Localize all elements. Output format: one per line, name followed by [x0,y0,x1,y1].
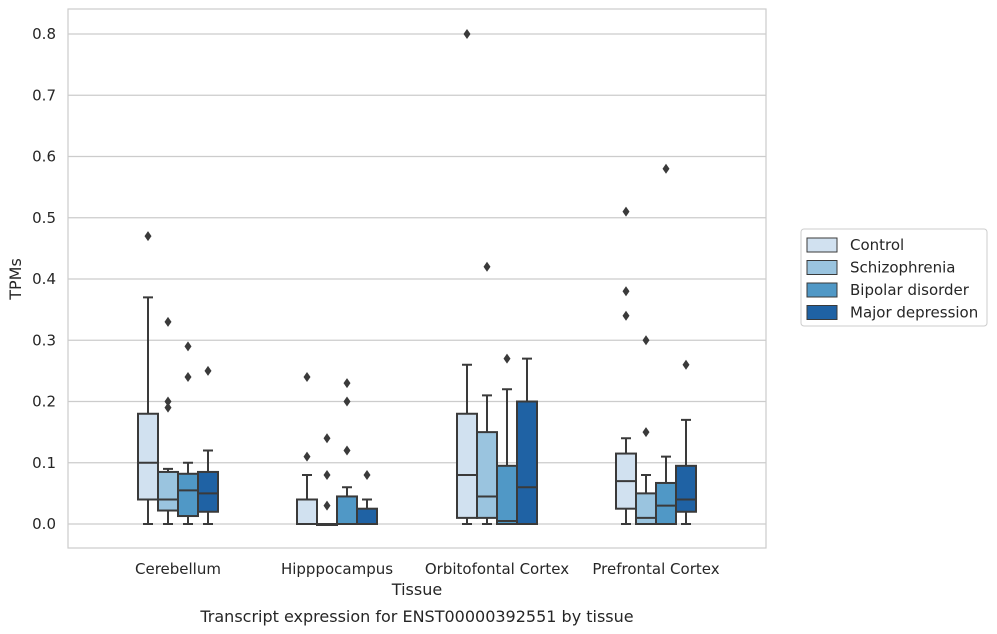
iqr-box [197,470,219,513]
legend-frame [800,228,988,327]
y-tick-label: 0.1 [32,454,56,472]
box-0-0 [137,231,159,525]
iqr-box [356,507,378,525]
outlier-point [343,396,351,407]
outlier-point [184,372,192,382]
legend-swatch [806,237,838,253]
y-tick-label: 0.2 [32,393,56,411]
outlier-point [184,341,192,352]
iqr-box [635,492,657,525]
box-2-2 [496,353,518,525]
outlier-point [463,29,471,39]
x-tick-label: Cerebellum [135,560,221,578]
x-tick-label: Prefrontal Cortex [592,560,719,578]
legend-swatch [806,305,838,320]
box-2-1 [336,378,358,525]
box-3-1 [356,470,378,525]
legend-label: Control [850,236,904,254]
iqr-box [336,495,358,525]
y-tick-label: 0.3 [32,331,56,349]
box-3-0 [197,365,219,525]
outlier-point [303,372,311,382]
outlier-point [323,433,331,444]
x-axis-ticks: Cerebellum Hipppocampus Orbitofontal Corte… [135,560,720,578]
legend-swatch [806,260,838,275]
y-tick-label: 0.4 [32,270,56,288]
y-tick-label: 0.5 [32,209,56,227]
outlier-point [164,402,172,413]
outlier-point [343,445,351,456]
iqr-box [157,470,179,512]
iqr-box [516,400,538,525]
outlier-point [323,470,331,480]
outlier-point [662,163,670,174]
outlier-point [682,359,690,370]
x-axis-label: Tissue [391,580,442,599]
iqr-box [476,431,498,519]
outlier-point [622,206,630,217]
legend-label: Major depression [850,304,978,322]
legend-label: Bipolar disorder [850,281,970,299]
plot-frame [67,8,767,549]
outlier-point [642,335,650,346]
outlier-point [642,427,650,438]
outlier-point [503,353,511,364]
outlier-point [144,231,152,242]
box-0-3 [615,206,637,525]
boxes [137,29,697,526]
iqr-box [296,498,318,525]
y-tick-label: 0.7 [32,86,56,104]
x-tick-label: Hipppocampus [281,560,393,578]
box-2-0 [177,341,199,525]
outlier-point [483,261,491,272]
chart-caption: Transcript expression for ENST0000039255… [199,607,633,626]
box-1-0 [157,316,179,525]
y-axis-label: TPMs [6,258,25,301]
outlier-point [343,378,351,389]
outlier-point [323,500,331,511]
legend: Control Schizophrenia Bipolar disorder Majo… [800,228,988,327]
outlier-point [204,365,212,376]
outlier-point [622,310,630,321]
box-0-1 [296,372,318,525]
iqr-box [675,464,697,513]
box-2-3 [655,163,677,525]
box-1-3 [635,335,657,525]
outlier-point [303,451,311,462]
y-tick-label: 0.0 [32,515,56,533]
iqr-box [456,412,478,519]
iqr-box [137,412,159,501]
outlier-point [164,316,172,327]
box-0-2 [456,29,478,525]
iqr-box [177,472,199,518]
box-3-2 [516,357,538,525]
outlier-point [363,470,371,480]
box-1-1 [316,433,338,526]
y-tick-label: 0.6 [32,148,56,166]
x-tick-label: Orbitofontal Cortex [425,560,569,578]
outlier-point [622,286,630,297]
box-1-2 [476,261,498,525]
legend-label: Schizophrenia [850,259,955,277]
iqr-box [496,464,518,525]
y-axis-ticks: 0.0 0.1 0.2 0.3 0.4 0.5 0.6 0.7 0.8 [32,25,56,533]
outlier-point [164,396,172,407]
legend-swatch [806,282,838,298]
gridlines [68,33,766,525]
box-3-3 [675,359,697,525]
y-tick-label: 0.8 [32,25,56,43]
iqr-box [655,481,677,525]
